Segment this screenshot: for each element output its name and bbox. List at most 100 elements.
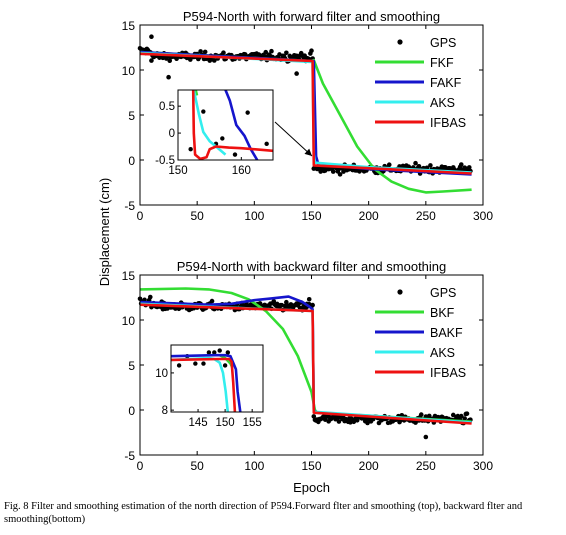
- x-tick-label: 0: [137, 209, 144, 223]
- gps-point: [294, 71, 299, 76]
- inset-gps-point: [217, 348, 222, 353]
- inset-line-fkf: [194, 90, 199, 96]
- gps-point: [466, 165, 472, 170]
- zoom-arrow-head: [304, 148, 312, 156]
- zoom-arrow: [274, 121, 313, 157]
- inset-line-aks: [192, 90, 227, 156]
- legend-label: AKS: [430, 96, 455, 110]
- inset-x-tick-label: 150: [216, 417, 235, 429]
- gps-point: [202, 49, 208, 55]
- inset-frame: [170, 344, 264, 413]
- chart-title: P594-North with forward filter and smoot…: [183, 9, 440, 24]
- inset-gps-point: [206, 350, 212, 355]
- x-tick-label: 250: [416, 459, 436, 473]
- gps-point: [306, 297, 312, 302]
- inset-gps-point: [188, 147, 193, 152]
- gps-point: [149, 34, 154, 39]
- y-tick-label: 0: [128, 404, 135, 418]
- gps-point: [462, 416, 468, 421]
- gps-point: [212, 58, 217, 63]
- inset-x-tick-label: 150: [168, 165, 187, 177]
- gps-point: [221, 50, 226, 56]
- y-tick-label: 15: [122, 19, 136, 33]
- gps-point: [160, 306, 166, 312]
- inset-gps-point: [245, 110, 250, 115]
- y-tick-label: 0: [128, 154, 135, 168]
- y-tick-label: 10: [122, 314, 136, 328]
- legend-marker-gps: [397, 39, 403, 45]
- legend-label: IFBAS: [430, 116, 466, 130]
- y-tick-label: -5: [124, 199, 135, 213]
- legend-label: AKS: [430, 346, 455, 360]
- y-tick-label: 15: [122, 269, 136, 283]
- gps-point: [284, 50, 289, 56]
- inset-content: [188, 90, 273, 160]
- gps-point: [418, 412, 424, 417]
- gps-point: [416, 163, 422, 169]
- chart-panel-1: P594-North with forward filter and smoot…: [122, 9, 494, 223]
- inset-x-tick-label: 145: [188, 417, 207, 429]
- gps-point: [311, 414, 317, 419]
- inset-gps-point: [201, 109, 206, 114]
- inset-line-fakf: [224, 90, 259, 160]
- y-tick-label: 5: [128, 109, 135, 123]
- x-axis-label: Epoch: [293, 480, 330, 495]
- gps-point: [310, 302, 315, 308]
- gps-point: [284, 299, 289, 305]
- x-tick-label: 200: [359, 209, 379, 223]
- inset-y-tick-label: 10: [155, 368, 168, 380]
- x-tick-label: 0: [137, 459, 144, 473]
- y-tick-label: -5: [124, 449, 135, 463]
- gps-point: [279, 302, 285, 308]
- x-tick-label: 100: [244, 459, 264, 473]
- gps-point: [428, 163, 433, 168]
- inset-gps-point: [176, 363, 182, 368]
- gps-point: [336, 419, 342, 424]
- legend-label: IFBAS: [430, 366, 466, 380]
- gps-point: [450, 412, 456, 418]
- x-tick-label: 50: [190, 459, 204, 473]
- legend-label: FAKF: [430, 76, 462, 90]
- legend-marker-gps: [397, 289, 403, 295]
- gps-point: [426, 413, 432, 419]
- inset-plot: 150 160 -0.5 0 0.5: [155, 89, 274, 177]
- inset-y-tick-label: -0.5: [155, 155, 175, 167]
- gps-point: [269, 48, 274, 54]
- gps-point: [330, 169, 336, 174]
- gps-point: [309, 48, 314, 53]
- legend: GPS BKF BAKF AKS IFBAS: [375, 286, 466, 380]
- chart-panel-2: P594-North with backward filter and smoo…: [122, 259, 494, 473]
- gps-point: [263, 49, 269, 55]
- gps-point: [166, 74, 171, 80]
- inset-line-ifbas: [171, 357, 237, 412]
- legend-label: GPS: [430, 36, 456, 50]
- gps-point: [386, 162, 392, 167]
- figure: Displacement (cm) P594-North with forward…: [97, 9, 494, 495]
- gps-point: [458, 162, 464, 167]
- x-tick-label: 200: [359, 459, 379, 473]
- x-tick-label: 300: [473, 459, 493, 473]
- legend-label: BAKF: [430, 326, 463, 340]
- inset-x-tick-label: 155: [243, 417, 262, 429]
- inset-line-bakf: [171, 353, 242, 412]
- y-axis-label: Displacement (cm): [97, 178, 112, 286]
- legend-label: GPS: [430, 286, 456, 300]
- x-tick-label: 100: [244, 209, 264, 223]
- inset-x-tick-label: 160: [232, 165, 251, 177]
- legend-label: BKF: [430, 306, 455, 320]
- inset-gps-point: [212, 350, 217, 355]
- legend-label: FKF: [430, 56, 454, 70]
- inset-y-tick-label: 0.5: [159, 101, 175, 113]
- x-tick-label: 250: [416, 209, 436, 223]
- inset-content: [171, 348, 242, 412]
- x-tick-label: 150: [301, 209, 321, 223]
- chart-title: P594-North with backward filter and smoo…: [177, 259, 447, 274]
- inset-gps-point: [264, 141, 269, 147]
- inset-gps-point: [220, 136, 225, 141]
- series-line-ifbas: [139, 303, 472, 425]
- inset-gps-point: [201, 361, 206, 366]
- x-tick-label: 50: [190, 209, 204, 223]
- gps-point: [337, 172, 343, 177]
- inset-y-tick-label: 8: [162, 405, 168, 417]
- gps-point: [458, 413, 464, 419]
